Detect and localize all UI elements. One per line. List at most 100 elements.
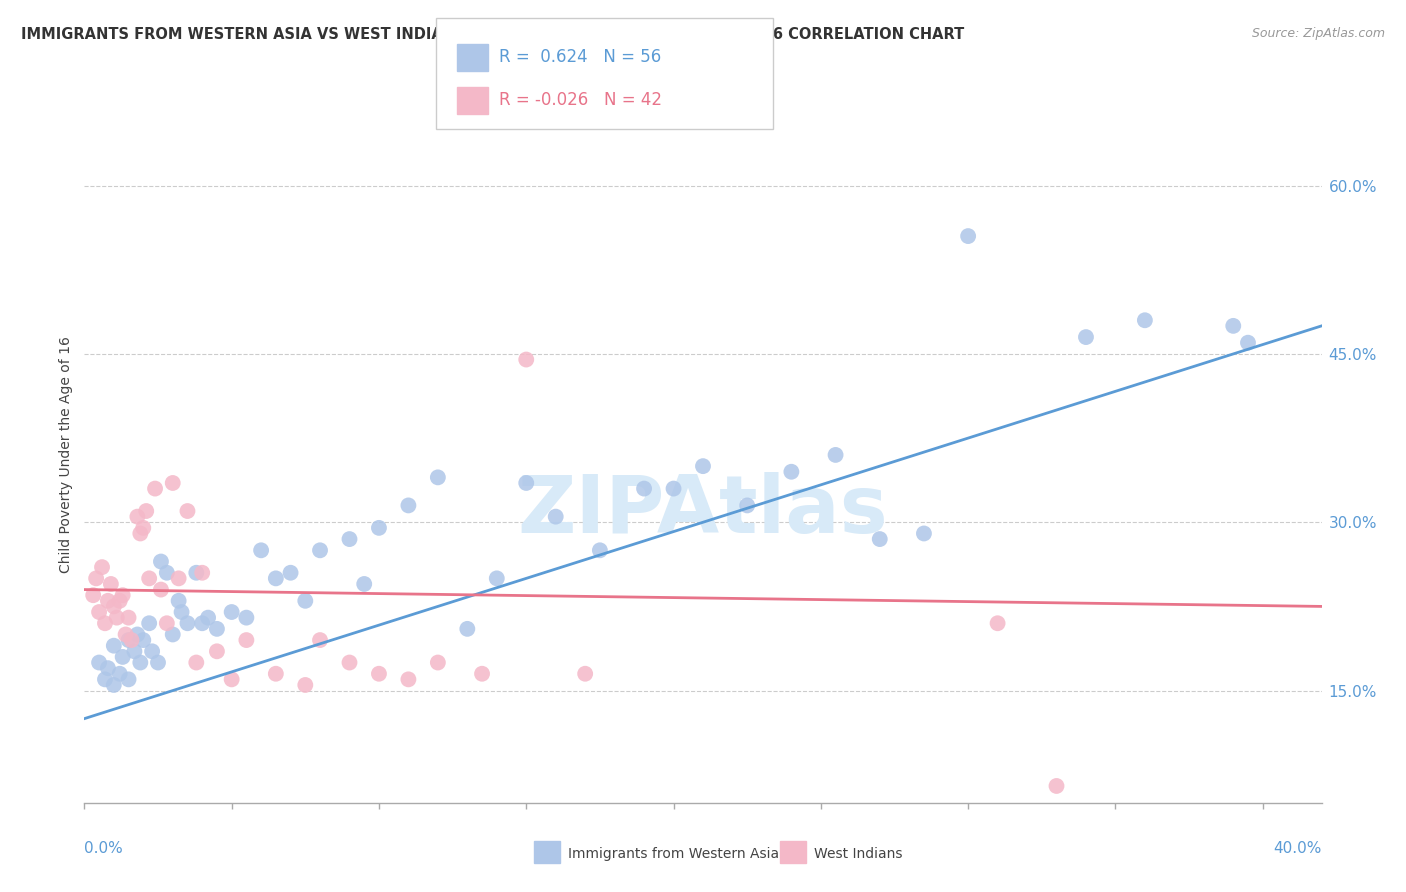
Point <box>129 526 152 541</box>
Point <box>94 673 117 687</box>
Point <box>957 229 980 244</box>
Point <box>309 633 332 648</box>
Point <box>176 616 198 631</box>
Point <box>111 588 134 602</box>
Point <box>987 616 1010 631</box>
Point <box>205 644 228 658</box>
Point <box>138 571 160 585</box>
Text: 40.0%: 40.0% <box>1274 841 1322 856</box>
Point <box>515 352 537 367</box>
Point <box>149 555 172 569</box>
Point <box>780 465 803 479</box>
Point <box>91 560 114 574</box>
Text: R = -0.026   N = 42: R = -0.026 N = 42 <box>499 91 662 109</box>
Point <box>1222 318 1244 333</box>
Point <box>1237 335 1260 350</box>
Point <box>114 627 136 641</box>
Point <box>294 678 316 692</box>
Point <box>396 499 419 513</box>
Text: IMMIGRANTS FROM WESTERN ASIA VS WEST INDIAN CHILD POVERTY UNDER THE AGE OF 16 CO: IMMIGRANTS FROM WESTERN ASIA VS WEST IND… <box>21 27 965 42</box>
Point <box>162 627 184 641</box>
Point <box>87 656 110 670</box>
Point <box>197 610 219 624</box>
Point <box>456 622 478 636</box>
Point <box>264 571 287 585</box>
Point <box>353 577 375 591</box>
Point <box>156 566 179 580</box>
Point <box>97 661 120 675</box>
Point <box>735 499 758 513</box>
Point <box>141 644 163 658</box>
Point <box>1133 313 1156 327</box>
Point <box>574 666 596 681</box>
Point <box>191 616 214 631</box>
Point <box>135 504 157 518</box>
Point <box>103 599 125 614</box>
Point <box>143 482 166 496</box>
Point <box>117 610 139 624</box>
Point <box>589 543 612 558</box>
Y-axis label: Child Poverty Under the Age of 16: Child Poverty Under the Age of 16 <box>59 336 73 574</box>
Point <box>167 571 190 585</box>
Point <box>146 656 169 670</box>
Point <box>176 504 198 518</box>
Point <box>97 594 120 608</box>
Text: ZIPAtlas: ZIPAtlas <box>517 472 889 549</box>
Point <box>103 639 125 653</box>
Point <box>368 666 391 681</box>
Point <box>339 532 361 546</box>
Point <box>426 470 449 484</box>
Point <box>221 673 243 687</box>
Point <box>100 577 122 591</box>
Point <box>103 678 125 692</box>
Point <box>485 571 508 585</box>
Point <box>127 627 149 641</box>
Point <box>368 521 391 535</box>
Point <box>108 666 131 681</box>
Point <box>117 673 139 687</box>
Point <box>235 633 257 648</box>
Point <box>82 588 104 602</box>
Point <box>235 610 257 624</box>
Point <box>544 509 567 524</box>
Point <box>108 594 131 608</box>
Point <box>167 594 190 608</box>
Point <box>111 649 134 664</box>
Text: Source: ZipAtlas.com: Source: ZipAtlas.com <box>1251 27 1385 40</box>
Point <box>824 448 846 462</box>
Point <box>117 633 139 648</box>
Point <box>309 543 332 558</box>
Point <box>124 644 146 658</box>
Point <box>221 605 243 619</box>
Point <box>84 571 107 585</box>
Point <box>515 475 537 490</box>
Point <box>869 532 891 546</box>
Point <box>294 594 316 608</box>
Point <box>471 666 494 681</box>
Point <box>250 543 273 558</box>
Point <box>121 633 143 648</box>
Point <box>87 605 110 619</box>
Text: West Indians: West Indians <box>814 847 903 861</box>
Point <box>162 475 184 490</box>
Point <box>156 616 179 631</box>
Point <box>129 656 152 670</box>
Point <box>94 616 117 631</box>
Point <box>912 526 935 541</box>
Point <box>149 582 172 597</box>
Point <box>132 521 155 535</box>
Text: Immigrants from Western Asia: Immigrants from Western Asia <box>568 847 779 861</box>
Point <box>127 509 149 524</box>
Point <box>186 656 208 670</box>
Point <box>170 605 193 619</box>
Text: R =  0.624   N = 56: R = 0.624 N = 56 <box>499 48 661 66</box>
Point <box>205 622 228 636</box>
Point <box>1045 779 1067 793</box>
Point <box>662 482 685 496</box>
Point <box>1074 330 1097 344</box>
Point <box>264 666 287 681</box>
Point <box>280 566 302 580</box>
Point <box>426 656 449 670</box>
Point <box>339 656 361 670</box>
Point <box>186 566 208 580</box>
